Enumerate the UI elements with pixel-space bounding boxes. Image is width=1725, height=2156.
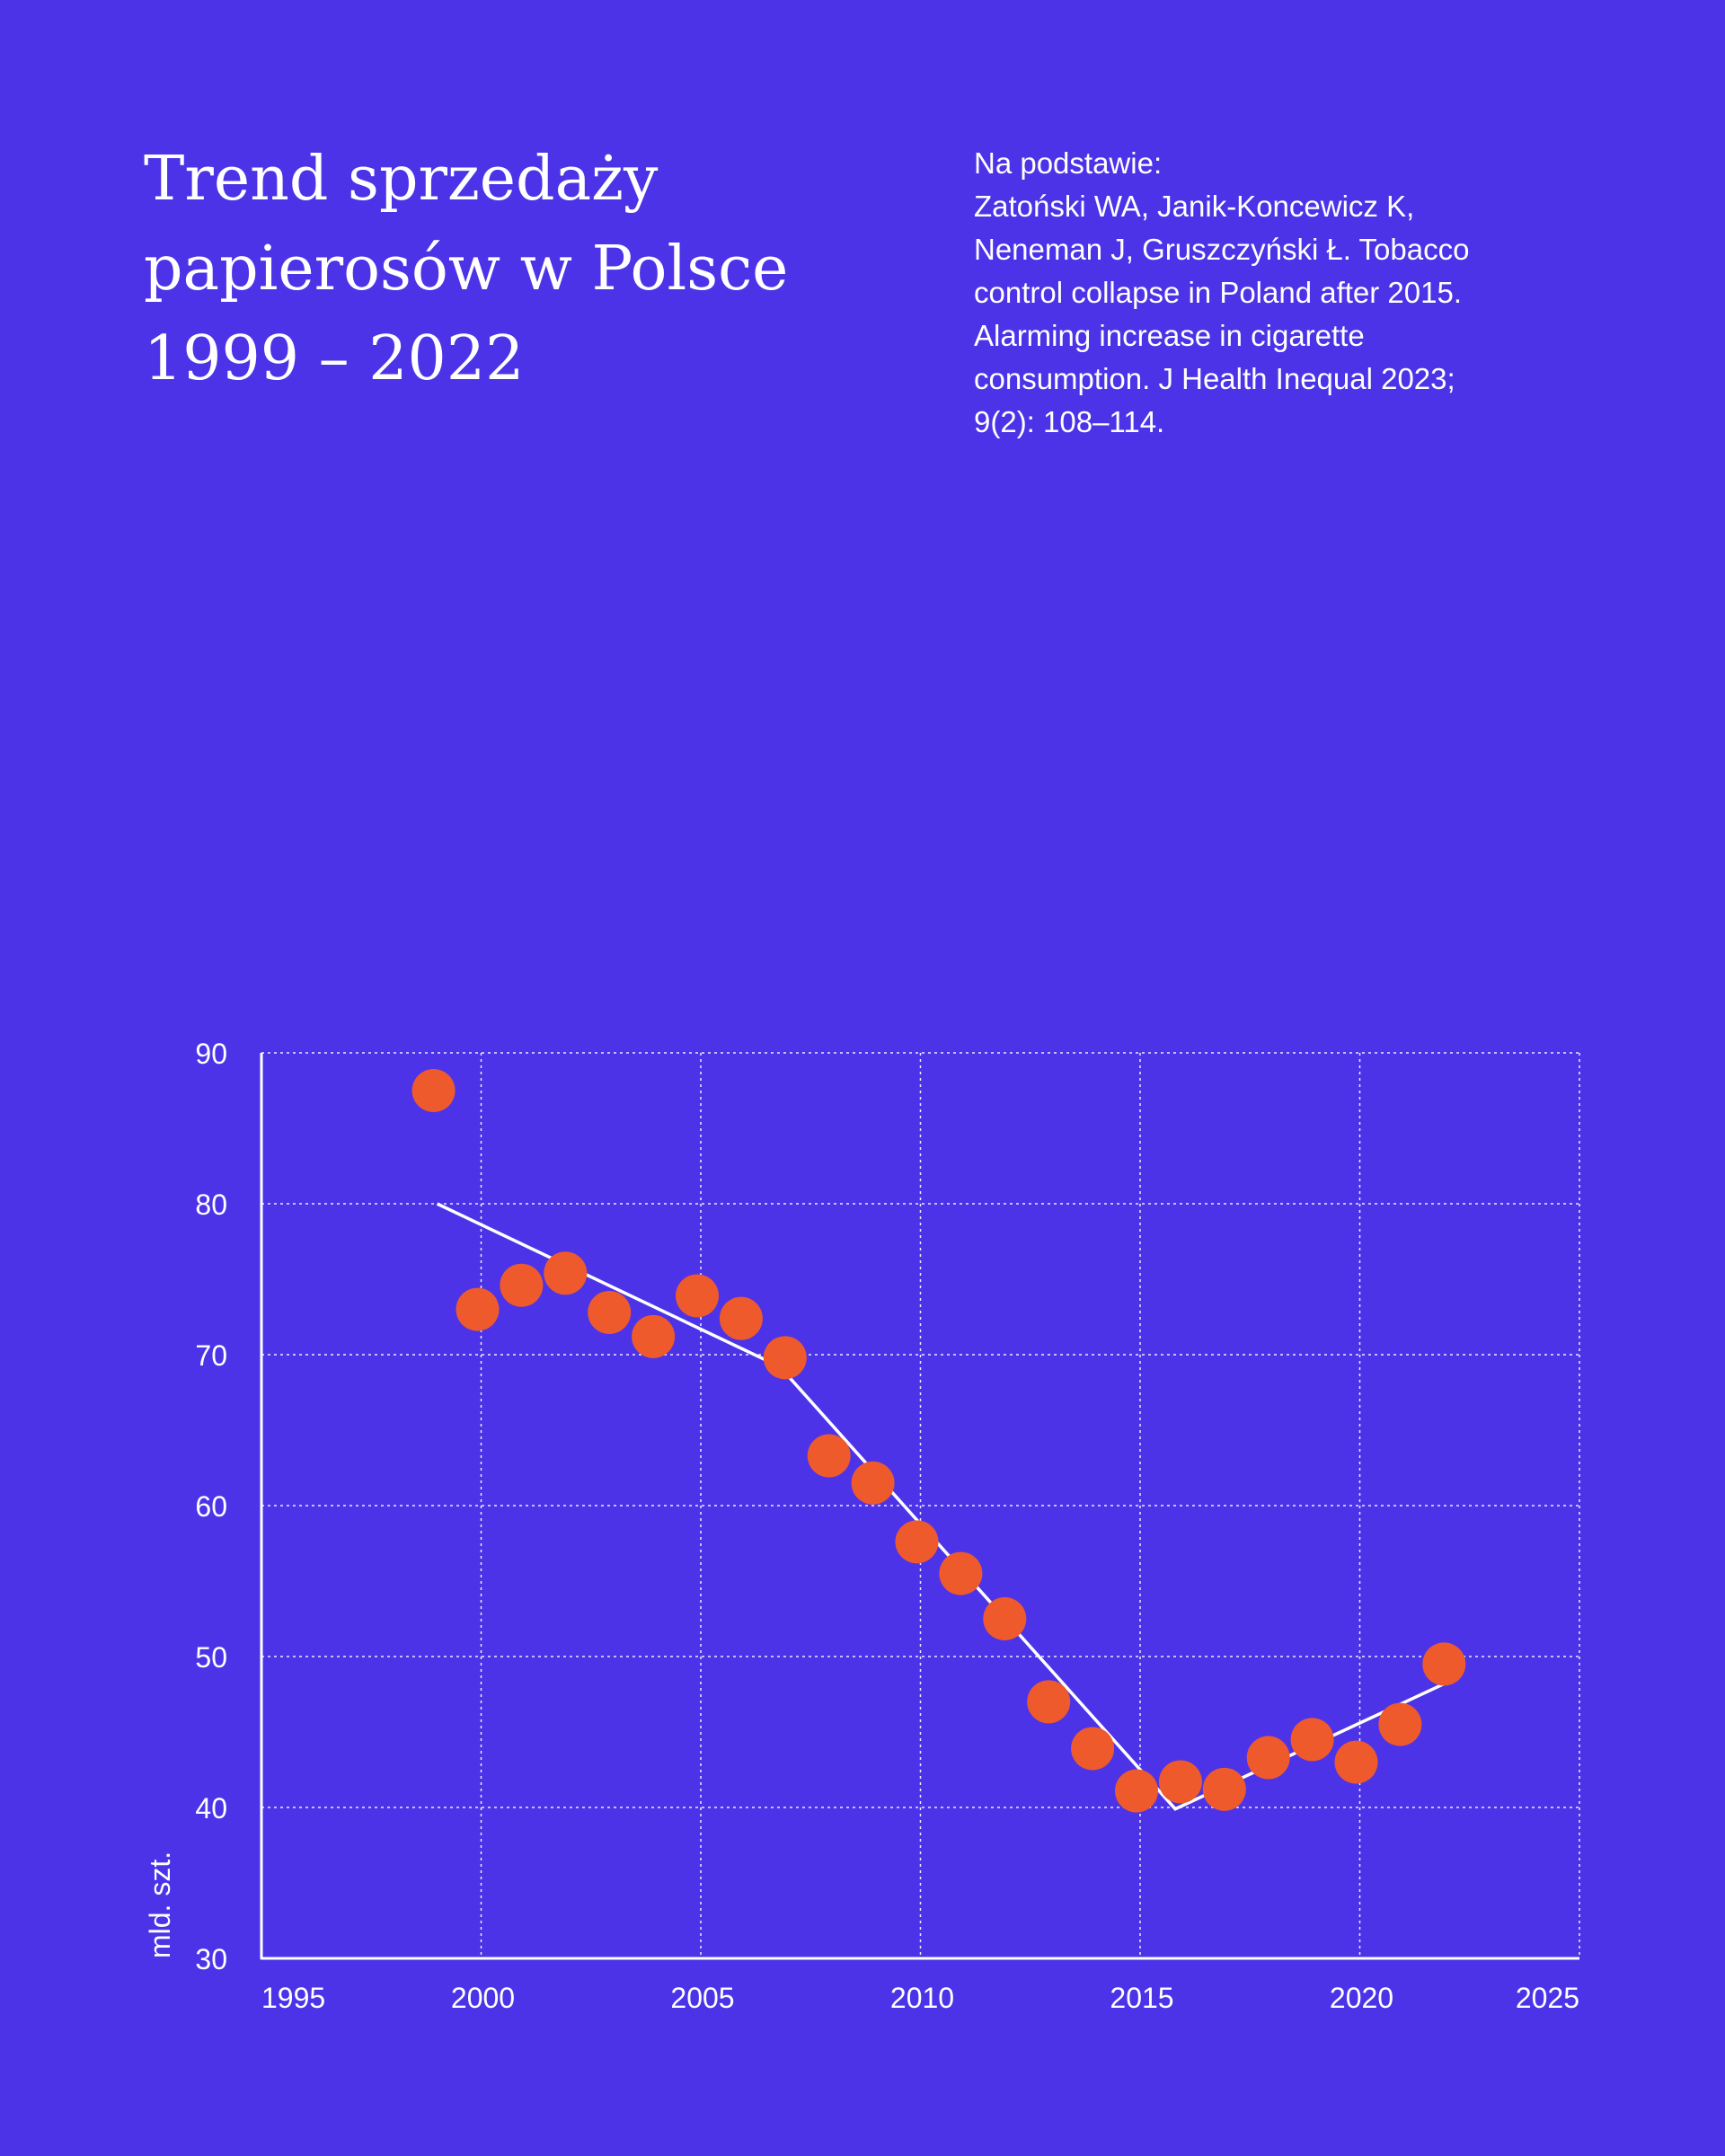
title-line: 1999 – 2022 xyxy=(144,323,525,394)
data-point xyxy=(676,1274,719,1318)
data-point xyxy=(1158,1760,1202,1804)
data-point xyxy=(983,1597,1027,1640)
y-tick-label: 60 xyxy=(195,1490,227,1523)
data-point xyxy=(544,1251,588,1295)
source-line: Na podstawie: xyxy=(974,146,1163,180)
data-point xyxy=(1202,1767,1246,1811)
data-point xyxy=(1290,1718,1334,1762)
data-point xyxy=(588,1290,632,1334)
source-line: Alarming increase in cigarette xyxy=(974,319,1365,352)
data-point xyxy=(500,1263,544,1307)
data-point xyxy=(807,1434,851,1478)
data-point xyxy=(939,1551,983,1595)
x-tick-label: 2000 xyxy=(451,1982,515,2014)
data-point xyxy=(895,1520,939,1564)
data-point xyxy=(456,1287,500,1331)
data-point xyxy=(719,1296,763,1340)
y-tick-label: 70 xyxy=(195,1339,227,1372)
data-point xyxy=(1115,1769,1158,1813)
y-tick-label: 50 xyxy=(195,1641,227,1674)
title-line: papierosów w Polsce xyxy=(144,234,789,305)
title-line: Trend sprzedaży xyxy=(144,144,659,215)
source-line: 9(2): 108–114. xyxy=(974,405,1165,438)
source-line: consumption. J Health Inequal 2023; xyxy=(974,362,1455,395)
x-tick-label: 2010 xyxy=(890,1982,954,2014)
data-point xyxy=(411,1069,456,1112)
source-line: Neneman J, Gruszczyński Ł. Tobacco xyxy=(974,233,1470,266)
data-point xyxy=(1334,1740,1378,1784)
data-point xyxy=(632,1314,676,1358)
source-line: Zatoński WA, Janik-Koncewicz K, xyxy=(974,190,1415,223)
trend-line xyxy=(436,1202,1449,1811)
x-tick-label: 2005 xyxy=(670,1982,734,2014)
y-tick-label: 40 xyxy=(195,1792,227,1825)
grid-layer xyxy=(261,1052,1580,1958)
tick-label-layer: 30 40 50 60 70 80 90 1995 2000 2005 2010 2015 2020 20… xyxy=(195,1038,1579,2014)
y-tick-label: 80 xyxy=(195,1188,227,1221)
data-point xyxy=(1422,1642,1466,1686)
y-axis-label: mld. szt. xyxy=(144,1851,176,1958)
chart-title: Trend sprzedaży papierosów w Polsce 1999… xyxy=(144,135,916,404)
source-line: control collapse in Poland after 2015. xyxy=(974,276,1463,309)
x-tick-label: 2020 xyxy=(1330,1982,1393,2014)
data-point xyxy=(1071,1727,1115,1771)
trend-line-layer xyxy=(436,1202,1449,1811)
data-point xyxy=(851,1461,895,1505)
point-layer xyxy=(411,1069,1466,1813)
data-point xyxy=(1378,1702,1422,1746)
x-tick-label: 1995 xyxy=(261,1982,325,2014)
data-point xyxy=(1027,1680,1071,1724)
data-point xyxy=(763,1336,807,1380)
x-tick-label: 2025 xyxy=(1516,1982,1579,2014)
source-citation: Na podstawie: Zatoński WA, Janik-Koncewi… xyxy=(974,142,1621,444)
axis-layer xyxy=(260,1053,1579,1960)
y-tick-label: 30 xyxy=(195,1943,227,1975)
y-tick-label: 90 xyxy=(195,1038,227,1070)
x-tick-label: 2015 xyxy=(1110,1982,1173,2014)
data-point xyxy=(1246,1736,1290,1780)
